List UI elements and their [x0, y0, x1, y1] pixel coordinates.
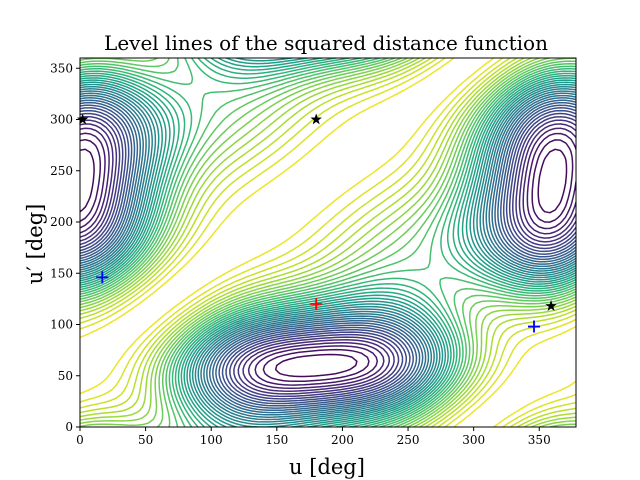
x-tick-label: 50: [138, 433, 153, 447]
contour-level: [80, 99, 576, 412]
contour-level: [80, 115, 576, 398]
contour-level: [80, 104, 576, 407]
x-tick-label: 200: [331, 433, 354, 447]
y-tick-label: 100: [50, 318, 73, 332]
y-tick-label: 300: [50, 113, 73, 127]
y-axis: 0 50 100 150 200 250 300 350: [50, 61, 80, 434]
x-tick-label: 150: [265, 433, 288, 447]
star-marker: [76, 113, 89, 125]
contour-level: [80, 58, 576, 427]
contour-level: [80, 58, 576, 427]
y-tick-label: 150: [50, 266, 73, 280]
x-tick-label: 300: [462, 433, 485, 447]
markers: [76, 113, 557, 333]
plot-frame: [79, 57, 577, 428]
contour-level: [80, 58, 576, 427]
x-tick-label: 100: [200, 433, 223, 447]
y-tick-label: 250: [50, 164, 73, 178]
contour-level: [80, 90, 576, 421]
contour-level: [80, 58, 576, 427]
contour-level: [80, 58, 576, 427]
contour-level: [80, 123, 576, 392]
contour-level: [80, 109, 576, 402]
contour-level: [80, 58, 576, 427]
contour-level: [80, 58, 576, 427]
plus-marker: [310, 298, 323, 310]
x-tick-label: 250: [397, 433, 420, 447]
contour-level: [80, 58, 576, 427]
y-axis-label: u′ [deg]: [23, 204, 47, 285]
contour-level: [80, 97, 576, 414]
y-tick-label: 0: [65, 420, 73, 434]
contour-level: [80, 132, 576, 386]
contour-level: [80, 58, 576, 427]
contour-level: [80, 85, 576, 426]
contour-level: [80, 138, 574, 383]
contour-level: [80, 58, 576, 427]
contour-level: [80, 107, 576, 405]
contour-level: [80, 58, 576, 427]
contour-level: [80, 58, 576, 427]
y-tick-label: 200: [50, 215, 73, 229]
contour-level: [80, 92, 576, 418]
contour-level: [80, 58, 576, 427]
x-axis-label: u [deg]: [289, 455, 365, 479]
contour-level: [80, 58, 576, 427]
x-axis: 0 50 100 150 200 250 300 350: [76, 427, 551, 447]
contour-level: [80, 88, 576, 423]
x-tick-label: 350: [528, 433, 551, 447]
contour-lines: [80, 58, 576, 427]
contour-level: [80, 83, 576, 427]
plus-marker: [528, 320, 541, 333]
plus-marker: [96, 271, 109, 284]
y-tick-label: 50: [58, 369, 73, 383]
contour-level: [80, 94, 576, 416]
contour-level: [80, 101, 576, 409]
y-tick-label: 350: [50, 61, 73, 75]
star-marker: [545, 300, 557, 311]
star-marker: [310, 113, 322, 125]
chart-title: Level lines of the squared distance func…: [104, 31, 548, 55]
contour-level: [80, 58, 576, 427]
contour-level: [80, 58, 576, 427]
contour-level: [80, 112, 576, 400]
contour-level: [80, 148, 568, 378]
contour-level: [80, 119, 576, 395]
x-tick-label: 0: [76, 433, 84, 447]
